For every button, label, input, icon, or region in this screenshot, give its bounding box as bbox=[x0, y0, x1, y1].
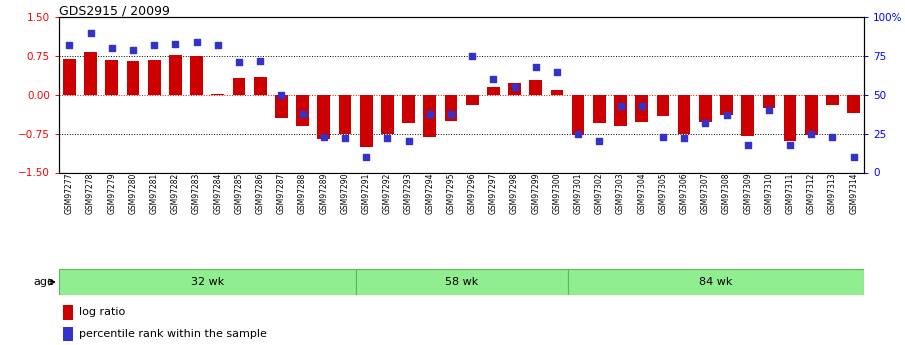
Text: percentile rank within the sample: percentile rank within the sample bbox=[79, 329, 267, 339]
Point bbox=[338, 136, 352, 141]
Bar bbox=[253, 77, 267, 95]
Point bbox=[783, 142, 797, 147]
Bar bbox=[741, 95, 754, 136]
Bar bbox=[106, 60, 119, 95]
Point bbox=[592, 139, 606, 144]
Point bbox=[126, 47, 140, 52]
Bar bbox=[148, 60, 160, 95]
Bar bbox=[212, 94, 224, 95]
Point bbox=[634, 103, 649, 108]
Point bbox=[740, 142, 755, 147]
Bar bbox=[338, 95, 351, 134]
Bar bbox=[360, 95, 373, 147]
Point bbox=[83, 30, 98, 36]
Point bbox=[804, 131, 818, 136]
Point bbox=[655, 134, 670, 139]
Point bbox=[189, 39, 204, 45]
Point bbox=[486, 77, 500, 82]
Bar bbox=[444, 95, 457, 121]
Bar bbox=[614, 95, 627, 126]
Bar bbox=[509, 83, 521, 95]
Bar bbox=[84, 52, 97, 95]
Bar bbox=[567, 269, 864, 295]
Text: 84 wk: 84 wk bbox=[700, 277, 732, 287]
Bar bbox=[656, 95, 670, 116]
Point bbox=[549, 69, 564, 74]
Point bbox=[317, 134, 331, 139]
Point bbox=[529, 64, 543, 70]
Bar bbox=[784, 95, 796, 141]
Bar bbox=[487, 87, 500, 95]
Text: 32 wk: 32 wk bbox=[191, 277, 224, 287]
Point bbox=[147, 42, 161, 48]
Bar bbox=[275, 95, 288, 118]
Bar bbox=[826, 95, 839, 105]
Bar bbox=[356, 269, 567, 295]
Point bbox=[105, 46, 119, 51]
Point bbox=[571, 131, 586, 136]
Bar bbox=[381, 95, 394, 134]
Point bbox=[168, 41, 183, 47]
Bar bbox=[402, 95, 414, 124]
Point bbox=[252, 58, 268, 63]
Bar bbox=[466, 95, 479, 105]
Bar bbox=[847, 95, 860, 113]
Bar bbox=[635, 95, 648, 122]
Bar bbox=[572, 95, 585, 135]
Point bbox=[508, 85, 522, 90]
Point bbox=[274, 92, 289, 98]
Bar bbox=[127, 61, 139, 95]
Bar bbox=[720, 95, 733, 115]
Point bbox=[443, 111, 458, 116]
Bar bbox=[678, 95, 691, 134]
Bar bbox=[233, 78, 245, 95]
Text: log ratio: log ratio bbox=[79, 307, 125, 317]
Point bbox=[401, 139, 415, 144]
Point bbox=[295, 111, 310, 116]
Text: 58 wk: 58 wk bbox=[445, 277, 478, 287]
Point bbox=[825, 134, 840, 139]
Bar bbox=[318, 95, 330, 139]
Point bbox=[846, 154, 861, 160]
Bar bbox=[190, 56, 203, 95]
Point bbox=[762, 108, 776, 113]
Bar bbox=[296, 95, 309, 126]
Bar bbox=[62, 305, 72, 320]
Bar bbox=[169, 55, 182, 95]
Point bbox=[380, 136, 395, 141]
Point bbox=[698, 120, 712, 126]
Point bbox=[677, 136, 691, 141]
Point bbox=[423, 111, 437, 116]
Bar bbox=[805, 95, 817, 135]
Point bbox=[62, 42, 77, 48]
Point bbox=[465, 53, 480, 59]
Bar bbox=[593, 95, 605, 124]
Bar bbox=[550, 90, 563, 95]
Bar bbox=[63, 59, 76, 95]
Text: age: age bbox=[33, 277, 54, 287]
Bar bbox=[62, 327, 72, 341]
Bar bbox=[763, 95, 776, 108]
Bar bbox=[59, 269, 356, 295]
Point bbox=[211, 42, 225, 48]
Point bbox=[359, 154, 374, 160]
Point bbox=[232, 60, 246, 65]
Point bbox=[719, 112, 734, 118]
Text: GDS2915 / 20099: GDS2915 / 20099 bbox=[59, 4, 170, 17]
Bar bbox=[424, 95, 436, 137]
Bar bbox=[529, 80, 542, 95]
Bar bbox=[699, 95, 711, 122]
Point bbox=[614, 103, 628, 108]
